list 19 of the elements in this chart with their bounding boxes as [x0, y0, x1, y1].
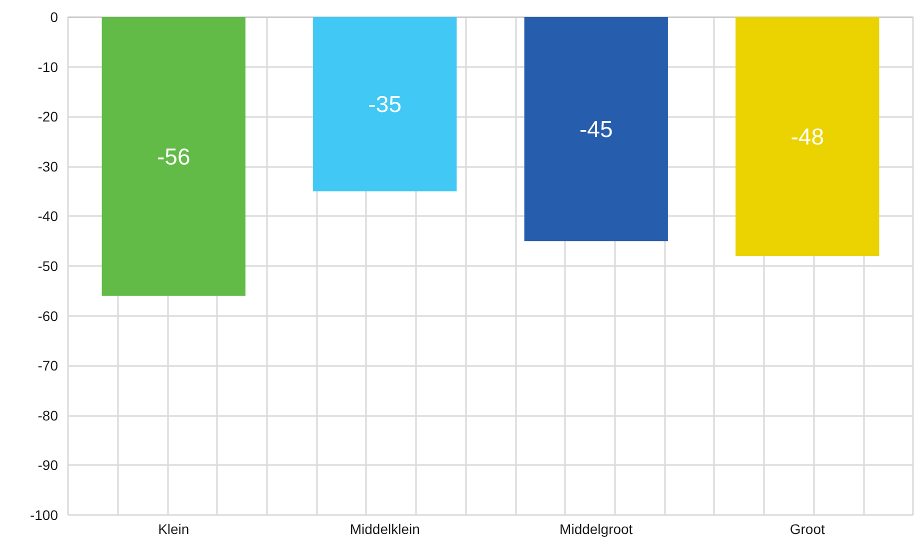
y-tick-label: -50	[38, 258, 58, 274]
y-tick-label: -30	[38, 158, 58, 174]
y-tick-label: -80	[38, 407, 58, 424]
x-tick-label: Middelgroot	[560, 521, 633, 537]
y-tick-label: -60	[38, 308, 58, 324]
y-tick-label: 0	[50, 9, 58, 25]
y-tick-label: -10	[38, 58, 58, 75]
x-tick-label: Klein	[158, 521, 190, 537]
y-tick-label: -90	[38, 457, 58, 474]
data-label: -45	[580, 116, 613, 142]
y-tick-label: -40	[38, 208, 58, 224]
data-label: -48	[790, 124, 824, 150]
y-tick-label: -100	[30, 507, 58, 523]
x-tick-label: Middelklein	[350, 521, 420, 537]
x-tick-label: Groot	[790, 521, 825, 537]
data-label: -35	[368, 91, 402, 118]
y-tick-label: -20	[38, 108, 58, 125]
y-tick-label: -70	[38, 358, 58, 374]
data-label: -56	[157, 143, 190, 170]
